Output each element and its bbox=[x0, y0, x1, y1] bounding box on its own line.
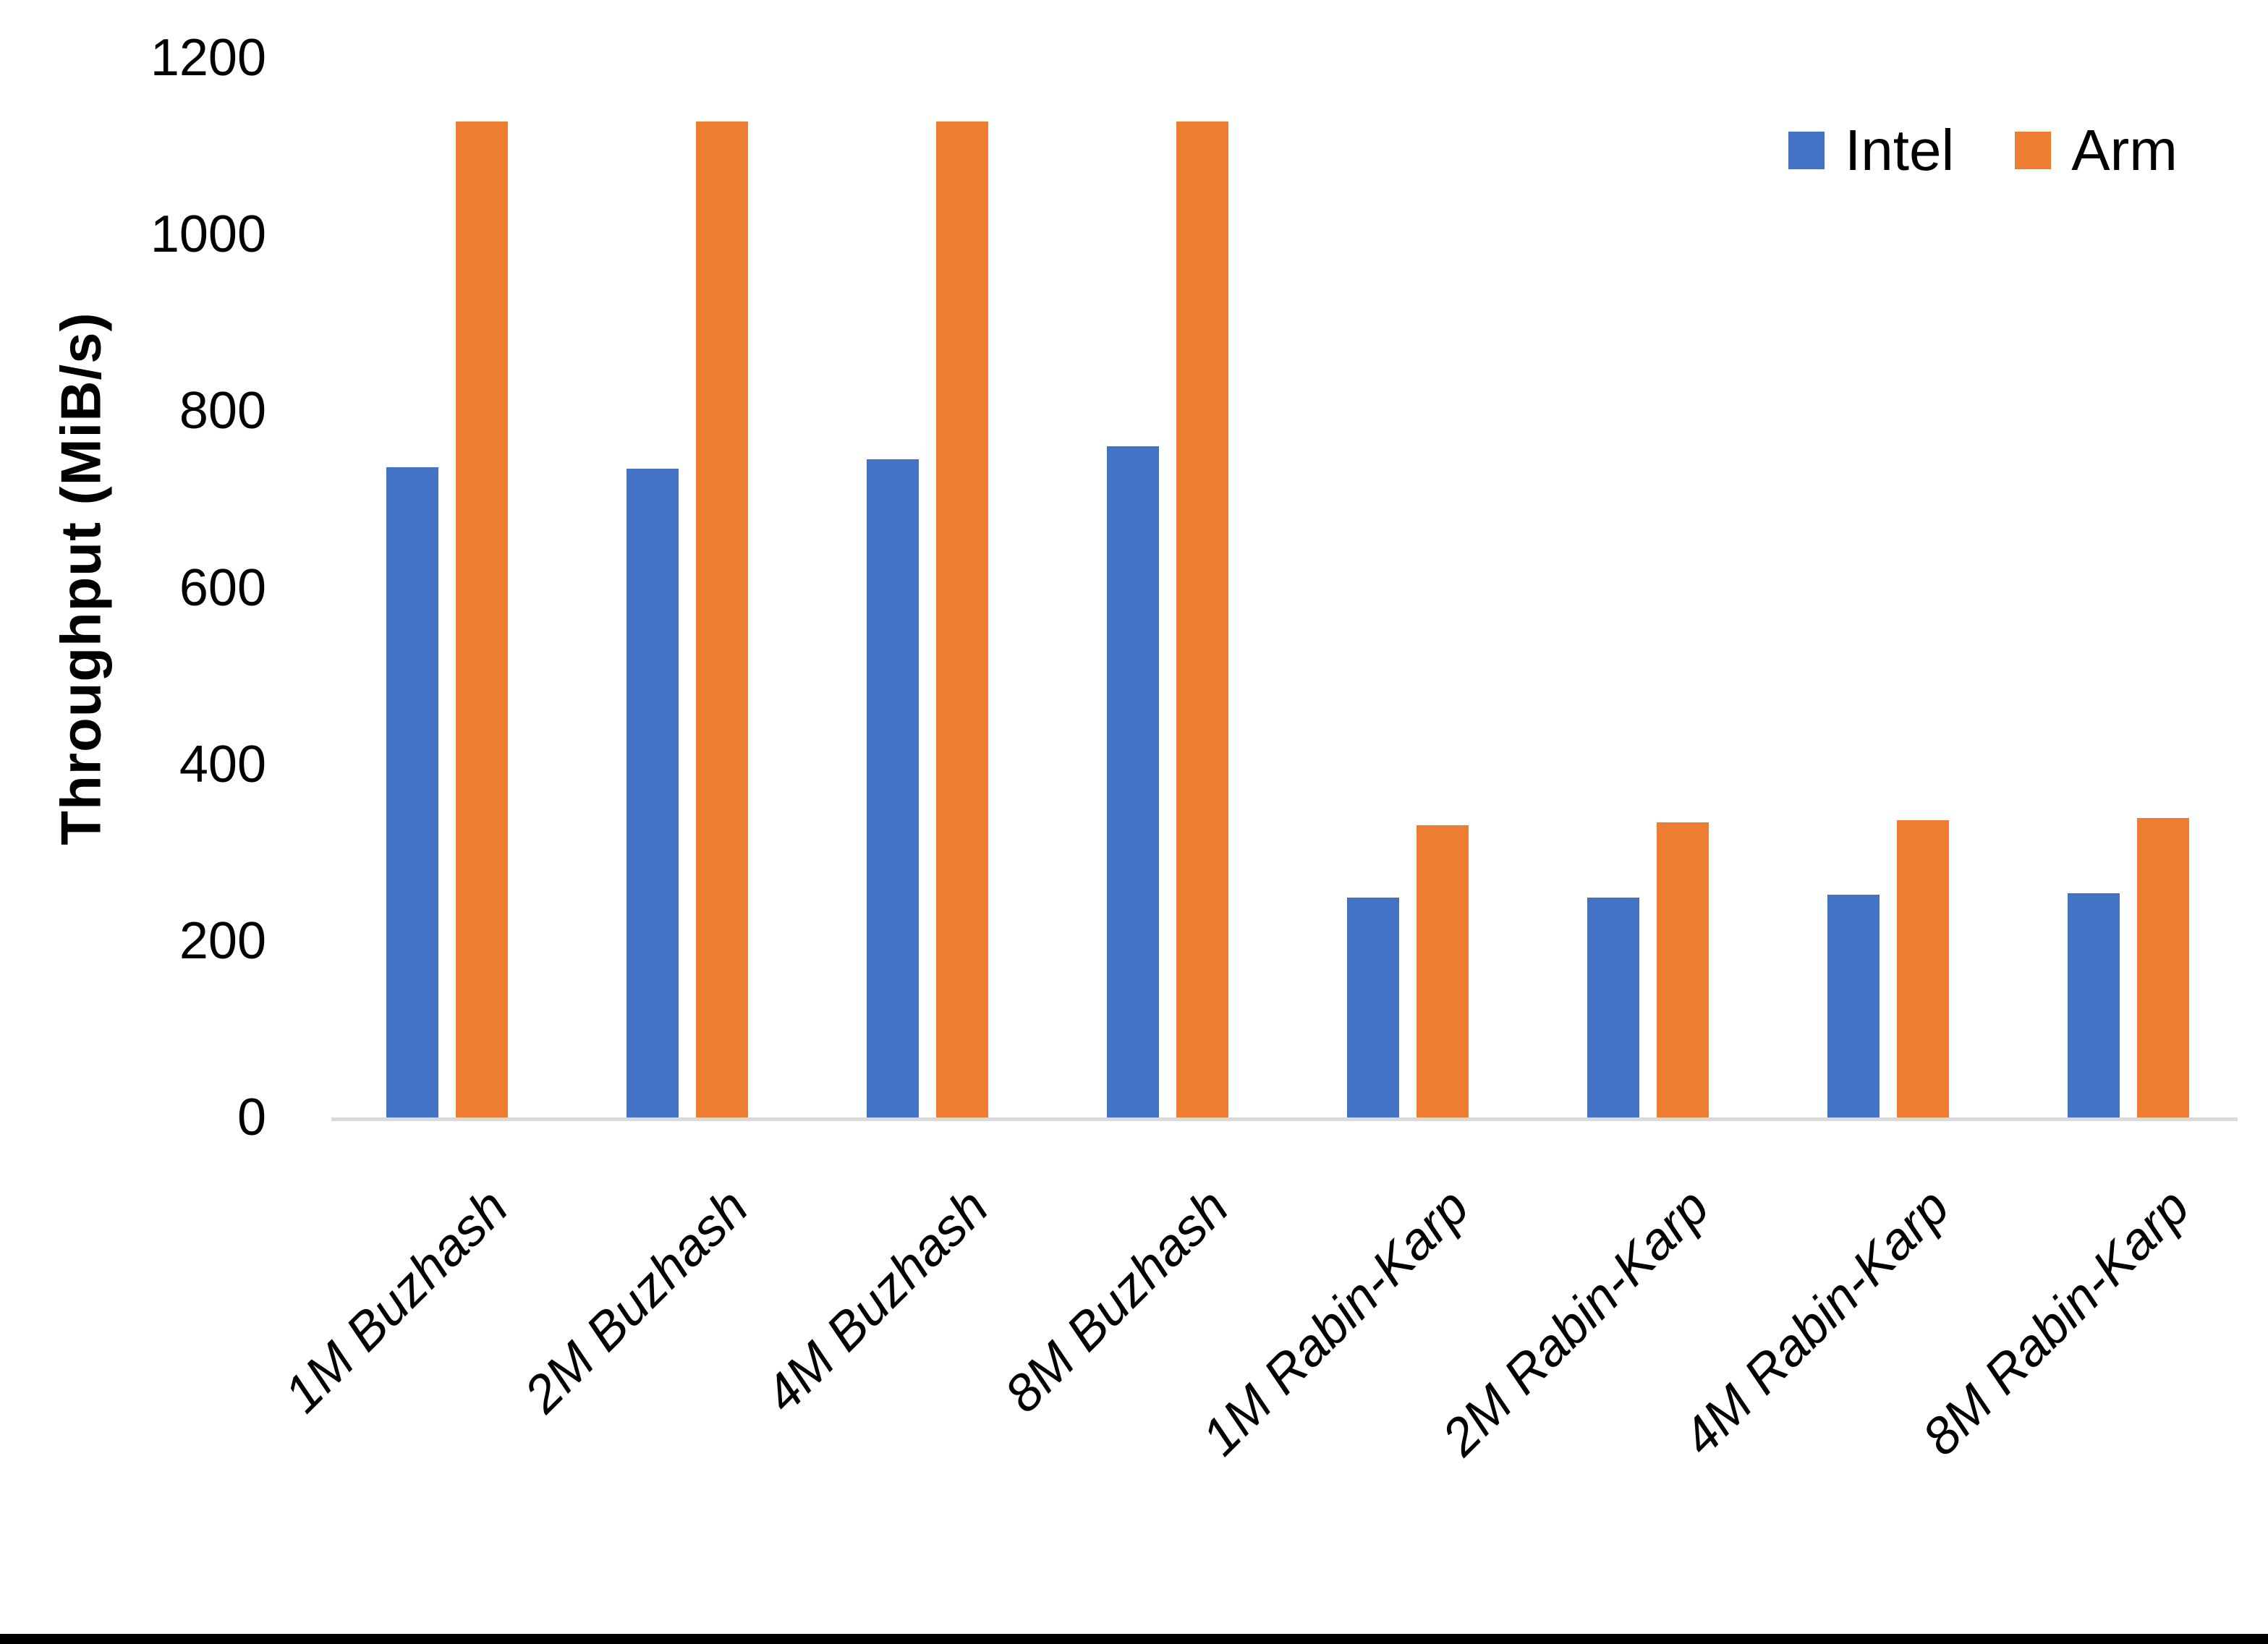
bar-arm-4m-rabin-karp bbox=[1897, 820, 1949, 1117]
bar-intel-2m-rabin-karp bbox=[1587, 898, 1639, 1117]
y-tick-label-600: 600 bbox=[179, 558, 266, 617]
y-tick-label-1000: 1000 bbox=[150, 205, 266, 264]
legend-swatch-arm bbox=[2015, 132, 2052, 169]
y-tick-label-400: 400 bbox=[179, 735, 266, 793]
bar-arm-1m-rabin-karp bbox=[1417, 825, 1469, 1117]
bar-arm-1m-buzhash bbox=[456, 122, 508, 1117]
bar-arm-2m-buzhash bbox=[696, 122, 748, 1117]
x-label-8m-buzhash: 8M Buzhash bbox=[993, 1177, 1240, 1424]
x-label-2m-buzhash: 2M Buzhash bbox=[513, 1177, 760, 1424]
y-tick-label-200: 200 bbox=[179, 911, 266, 970]
legend-label-intel: Intel bbox=[1845, 118, 1955, 182]
x-label-1m-buzhash: 1M Buzhash bbox=[273, 1177, 519, 1424]
legend-item-arm: Arm bbox=[2015, 122, 2178, 179]
bar-intel-1m-rabin-karp bbox=[1347, 898, 1399, 1117]
bar-arm-8m-rabin-karp bbox=[2137, 818, 2189, 1117]
y-tick-label-1200: 1200 bbox=[150, 29, 266, 87]
bar-intel-2m-buzhash bbox=[627, 469, 679, 1117]
legend-label-arm: Arm bbox=[2071, 118, 2178, 182]
legend: Intel Arm bbox=[1788, 122, 2178, 179]
bar-intel-4m-rabin-karp bbox=[1827, 895, 1880, 1117]
legend-swatch-intel bbox=[1788, 132, 1825, 169]
bar-intel-4m-buzhash bbox=[867, 459, 919, 1117]
legend-item-intel: Intel bbox=[1788, 122, 1954, 179]
y-tick-label-0: 0 bbox=[237, 1089, 266, 1146]
bottom-border-bar bbox=[0, 1634, 2268, 1644]
bar-arm-2m-rabin-karp bbox=[1657, 822, 1709, 1117]
bar-arm-8m-buzhash bbox=[1176, 122, 1228, 1117]
bar-intel-1m-buzhash bbox=[386, 467, 438, 1117]
bar-intel-8m-buzhash bbox=[1107, 446, 1159, 1117]
bar-intel-8m-rabin-karp bbox=[2068, 893, 2120, 1117]
y-tick-label-800: 800 bbox=[179, 382, 266, 440]
bar-arm-4m-buzhash bbox=[936, 122, 988, 1117]
x-axis-baseline bbox=[331, 1117, 2238, 1121]
x-label-4m-buzhash: 4M Buzhash bbox=[753, 1177, 1000, 1424]
